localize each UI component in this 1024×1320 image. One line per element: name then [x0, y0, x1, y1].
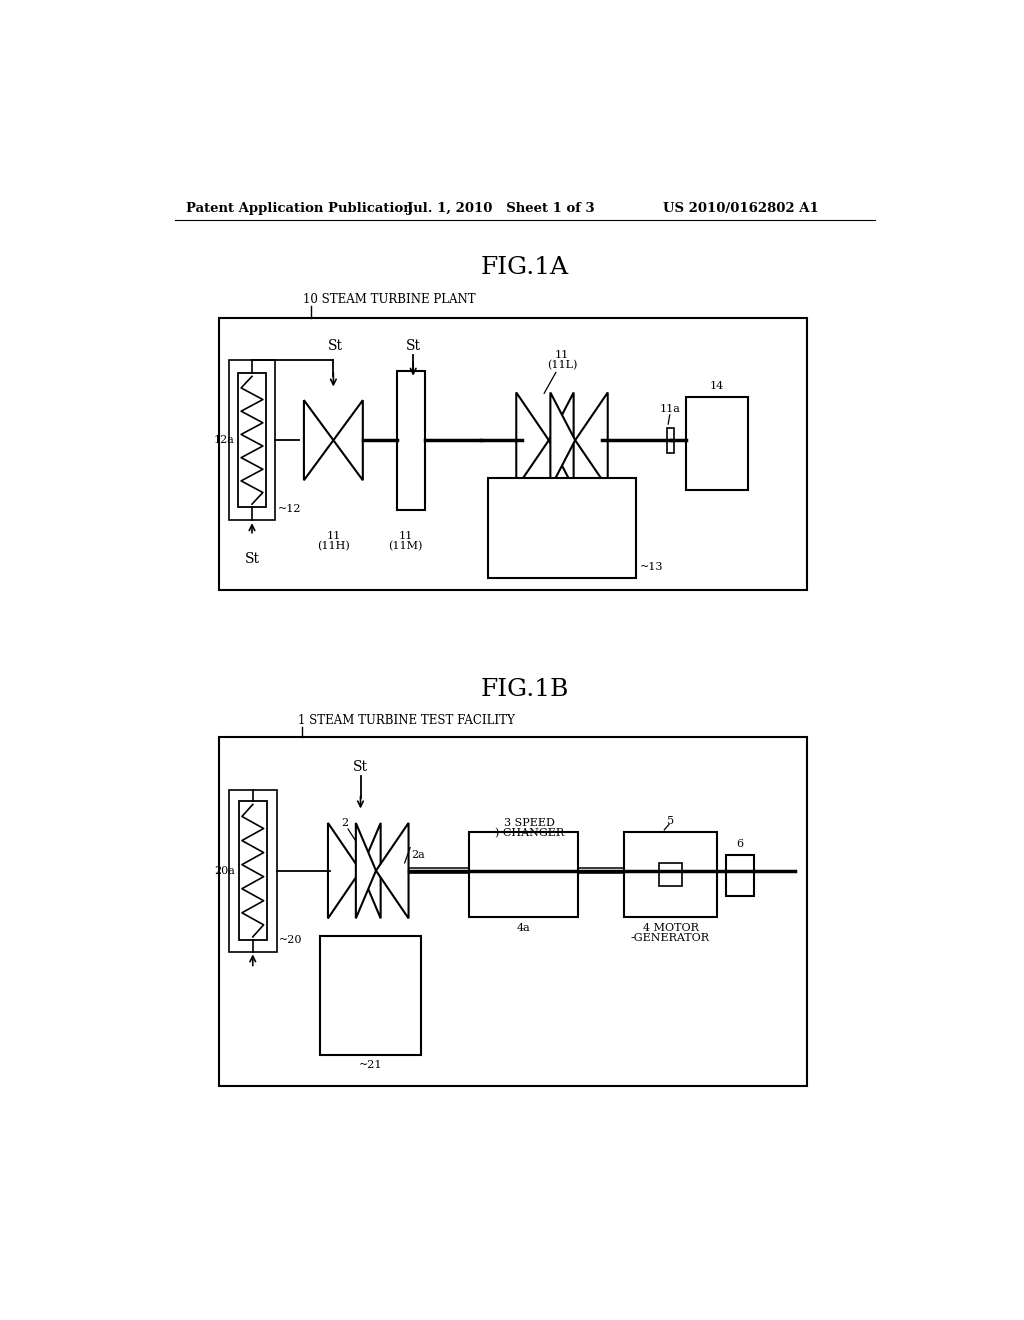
- Bar: [228, 789, 276, 952]
- Polygon shape: [304, 400, 334, 480]
- Bar: [726, 855, 755, 896]
- Text: 5: 5: [667, 816, 674, 826]
- Text: 11a: 11a: [660, 404, 681, 413]
- Bar: [667, 428, 675, 453]
- Bar: [469, 832, 578, 917]
- Text: St: St: [406, 338, 421, 352]
- Text: Patent Application Publication: Patent Application Publication: [186, 202, 413, 215]
- Text: 12a: 12a: [213, 436, 234, 445]
- Bar: [238, 374, 266, 507]
- Polygon shape: [550, 392, 575, 488]
- Polygon shape: [516, 392, 549, 488]
- Bar: [658, 863, 682, 886]
- Polygon shape: [328, 822, 360, 919]
- Bar: [219, 738, 807, 1086]
- Text: -GENERATOR: -GENERATOR: [631, 933, 710, 944]
- Bar: [239, 801, 266, 940]
- Text: US 2010/0162802 A1: US 2010/0162802 A1: [663, 202, 818, 215]
- Bar: [228, 360, 275, 520]
- Text: 11: 11: [327, 531, 341, 541]
- Polygon shape: [334, 400, 362, 480]
- Text: St: St: [245, 552, 259, 566]
- Text: 3 SPEED: 3 SPEED: [504, 818, 555, 829]
- Bar: [624, 832, 717, 917]
- Text: 10 STEAM TURBINE PLANT: 10 STEAM TURBINE PLANT: [303, 293, 476, 306]
- Text: St: St: [329, 338, 343, 352]
- Bar: [686, 397, 748, 490]
- Polygon shape: [360, 822, 381, 919]
- Bar: [488, 478, 636, 578]
- Text: 11: 11: [398, 531, 413, 541]
- Text: 1 STEAM TURBINE TEST FACILITY: 1 STEAM TURBINE TEST FACILITY: [299, 714, 515, 727]
- Text: ~21: ~21: [358, 1060, 382, 1069]
- Text: 14: 14: [710, 381, 724, 391]
- Text: (11H): (11H): [317, 541, 350, 550]
- Bar: [219, 318, 807, 590]
- Text: ) CHANGER: ) CHANGER: [495, 828, 564, 838]
- Bar: [321, 936, 421, 1056]
- Text: 4 MOTOR: 4 MOTOR: [643, 924, 698, 933]
- Text: (11M): (11M): [388, 541, 423, 550]
- Polygon shape: [575, 392, 607, 488]
- Polygon shape: [376, 822, 409, 919]
- Text: 4a: 4a: [516, 924, 530, 933]
- Text: ~20: ~20: [280, 935, 303, 945]
- Text: ~13: ~13: [640, 561, 663, 572]
- Polygon shape: [549, 392, 573, 488]
- Text: 2a: 2a: [412, 850, 425, 861]
- Text: 11: 11: [555, 350, 569, 360]
- Text: ~12: ~12: [278, 504, 301, 513]
- Text: 20a: 20a: [214, 866, 234, 875]
- Text: FIG.1B: FIG.1B: [480, 678, 569, 701]
- Text: FIG.1A: FIG.1A: [480, 256, 569, 280]
- Text: 6: 6: [736, 840, 743, 849]
- Polygon shape: [356, 822, 376, 919]
- Bar: [397, 371, 425, 510]
- Text: 2: 2: [341, 818, 348, 828]
- Text: (11L): (11L): [547, 359, 578, 370]
- Text: Jul. 1, 2010   Sheet 1 of 3: Jul. 1, 2010 Sheet 1 of 3: [407, 202, 595, 215]
- Text: St: St: [353, 760, 368, 774]
